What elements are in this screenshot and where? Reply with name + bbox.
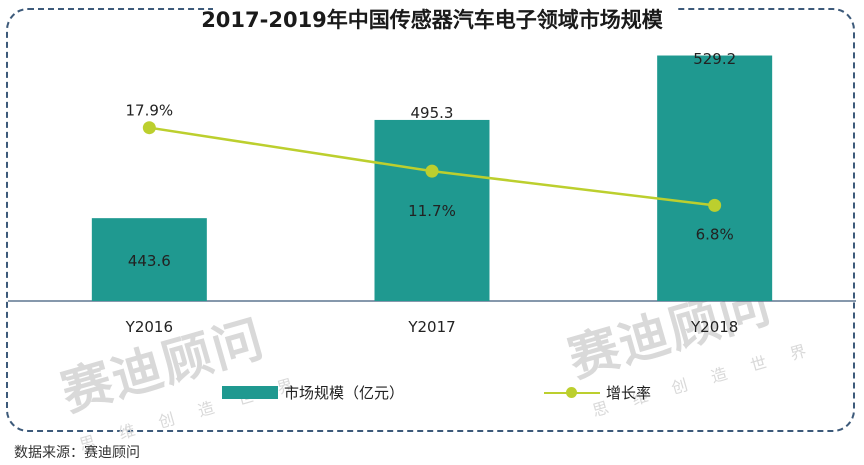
- bar-value-label: 495.3: [411, 104, 454, 122]
- legend-line-label: 增长率: [606, 384, 652, 402]
- bar-Y2018: [657, 55, 773, 301]
- growth-rate-point: [142, 121, 156, 135]
- growth-rate-label: 11.7%: [408, 202, 456, 220]
- x-tick-label: Y2016: [125, 318, 173, 336]
- x-tick-label: Y2017: [407, 318, 455, 336]
- legend-line-item: 增长率: [544, 382, 651, 403]
- legend-bar-swatch: [222, 386, 278, 399]
- bar-value-label: 529.2: [693, 50, 736, 68]
- x-tick-label: Y2018: [690, 318, 738, 336]
- bar-value-label: 443.6: [128, 252, 171, 270]
- legend-line-swatch: [544, 386, 600, 399]
- growth-rate-label: 17.9%: [126, 102, 174, 120]
- bar-Y2016: [91, 218, 207, 301]
- source-note: 数据来源：赛迪顾问: [14, 445, 140, 461]
- chart-title: 2017-2019年中国传感器汽车电子领域市场规模: [201, 8, 663, 32]
- legend-bar-item: 市场规模（亿元）: [222, 382, 404, 403]
- bar-Y2017: [374, 119, 490, 302]
- growth-rate-point: [708, 198, 722, 212]
- growth-rate-label: 6.8%: [696, 225, 734, 243]
- legend-bar-label: 市场规模（亿元）: [284, 384, 405, 402]
- growth-rate-point: [425, 164, 439, 178]
- title-background: [213, 0, 675, 34]
